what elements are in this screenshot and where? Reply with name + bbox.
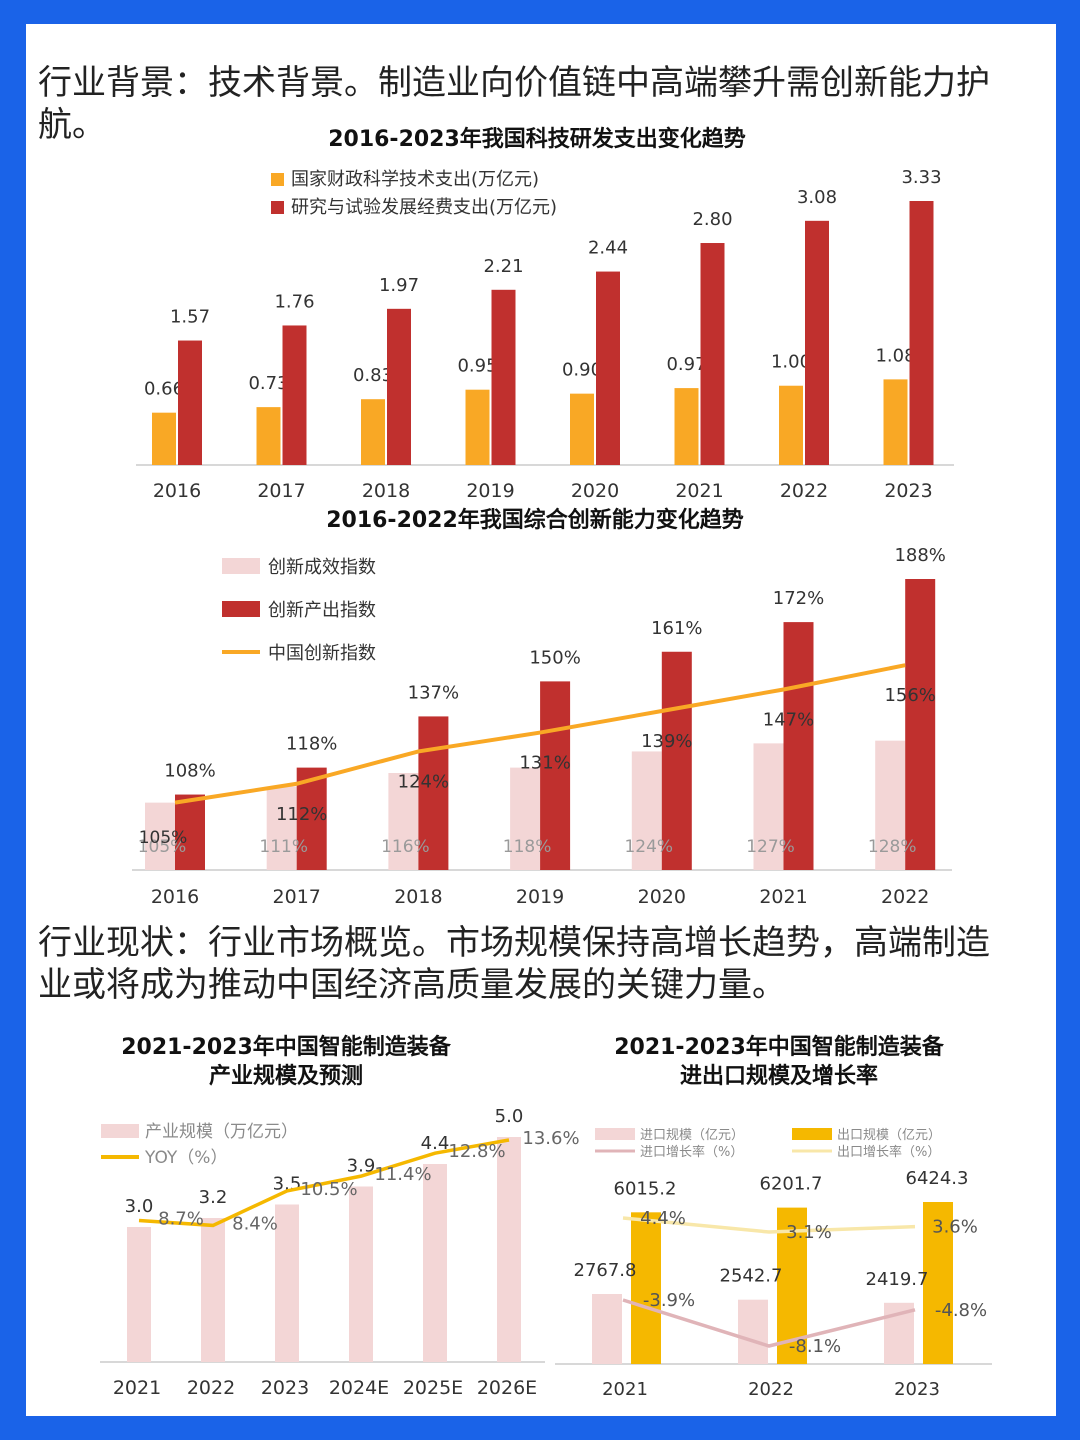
page-frame xyxy=(26,24,1056,1416)
background-heading: 行业背景：技术背景。制造业向价值链中高端攀升需创新能力护航。 xyxy=(38,63,990,145)
status-heading: 行业现状：行业市场概览。市场规模保持高增长趋势，高端制造业或将成为推动中国经济高… xyxy=(38,923,990,1005)
